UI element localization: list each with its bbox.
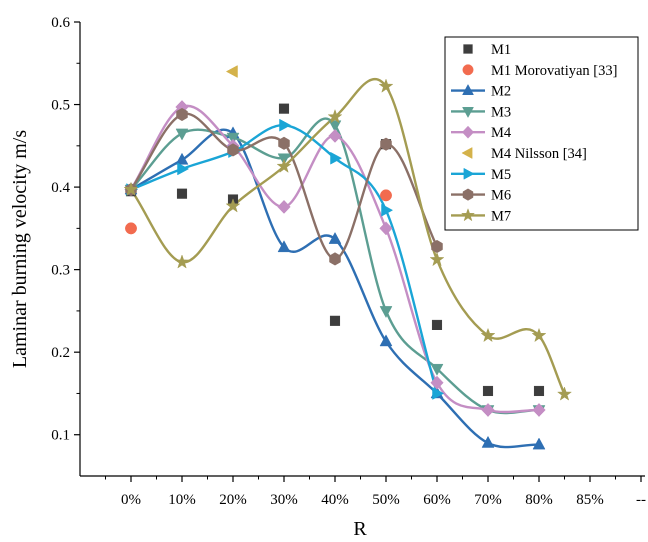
point-m1-morovatiyan-33 <box>125 222 137 235</box>
point-m4 <box>328 128 342 143</box>
point-m1 <box>278 103 290 114</box>
legend-marker-m4-nilsson-34 <box>461 147 473 159</box>
legend-label-m4: M4 <box>491 125 512 141</box>
legend-marker-m4 <box>461 125 475 139</box>
point-m1 <box>431 319 443 330</box>
series-markers <box>123 65 573 450</box>
point-m7 <box>276 158 292 173</box>
point-m4 <box>277 199 291 214</box>
y-tick-label: 0.6 <box>51 15 70 31</box>
x-tick-label: 10% <box>168 492 196 508</box>
point-m6 <box>380 137 392 151</box>
x-tick-label: 85% <box>576 492 604 508</box>
point-m5 <box>279 118 292 132</box>
x-axis: 0% 10% 20% 30% 40% 50% 60% 70% 80% 85% -- <box>105 476 646 508</box>
point-m2 <box>328 231 342 244</box>
point-m7 <box>556 386 573 401</box>
point-m1 <box>176 188 188 199</box>
x-tick-label: 70% <box>474 492 502 508</box>
y-axis-title: Laminar burning velocity m/s <box>9 130 31 368</box>
legend-box <box>444 36 639 231</box>
legend-label-m5: M5 <box>491 167 511 183</box>
point-m3 <box>175 128 189 141</box>
point-m3 <box>379 306 393 319</box>
x-tick-label: 20% <box>219 492 247 508</box>
legend-marker-m6 <box>462 188 474 201</box>
legend-marker-m7 <box>460 208 476 222</box>
y-tick-label: 0.4 <box>51 180 70 196</box>
y-tick-label: 0.1 <box>51 428 70 444</box>
point-m7 <box>123 181 139 197</box>
legend: M1 M1 Morovatiyan [33] M2 M3 M4 M4 Nilsson [3… <box>444 36 639 231</box>
point-m1-morovatiyan-33 <box>380 189 392 202</box>
x-tick-label: 40% <box>321 492 349 508</box>
x-tick-label: 80% <box>525 492 553 508</box>
legend-marker-m2 <box>462 84 474 95</box>
legend-marker-m5 <box>463 167 475 180</box>
point-m4-nilsson-34 <box>225 65 238 78</box>
x-tick-label: -- <box>636 492 646 508</box>
plot-frame <box>79 22 645 477</box>
point-m6 <box>329 252 341 266</box>
series-curve-m7 <box>129 77 566 396</box>
point-m7 <box>174 254 190 269</box>
point-m7 <box>429 251 445 267</box>
y-tick-label: 0.3 <box>51 263 70 279</box>
x-tick-label: 50% <box>372 492 400 508</box>
legend-label-m2: M2 <box>491 84 511 100</box>
y-axis: 0.1 0.2 0.3 0.4 0.5 0.6 <box>51 15 80 444</box>
x-tick-label: 0% <box>121 492 141 508</box>
point-m6 <box>431 239 443 254</box>
point-m7 <box>531 327 547 343</box>
legend-marker-m1 <box>463 44 473 54</box>
point-m6 <box>278 136 290 150</box>
point-m1 <box>482 385 494 397</box>
point-m2 <box>379 334 393 347</box>
legend-label-m7: M7 <box>491 208 511 224</box>
point-m7 <box>225 198 241 213</box>
point-m2 <box>481 435 495 448</box>
legend-label-m4-nilsson-34: M4 Nilsson [34] <box>491 146 587 162</box>
legend-marker-m1-morovatiyan-33 <box>462 64 474 76</box>
legend-marker-m3 <box>462 107 474 118</box>
point-m2 <box>532 437 546 450</box>
x-tick-label: 60% <box>423 492 451 508</box>
point-m6 <box>227 143 239 157</box>
point-m4 <box>379 221 393 236</box>
point-m5 <box>381 203 394 217</box>
point-m5 <box>432 387 445 400</box>
point-m7 <box>480 327 496 343</box>
point-m1 <box>533 385 545 397</box>
point-m3 <box>328 120 342 133</box>
x-axis-title: R <box>353 518 367 540</box>
point-m5 <box>330 151 343 165</box>
point-m2 <box>175 152 189 165</box>
point-m3 <box>226 132 240 145</box>
legend-label-m1: M1 <box>491 42 511 58</box>
y-tick-label: 0.2 <box>51 345 70 361</box>
legend-label-m3: M3 <box>491 104 511 120</box>
y-tick-label: 0.5 <box>51 98 70 114</box>
point-m5 <box>177 162 190 176</box>
point-m6 <box>176 107 188 122</box>
point-m4 <box>430 375 444 390</box>
point-m3 <box>430 363 444 376</box>
point-m1 <box>329 315 341 326</box>
legend-label-m6: M6 <box>491 188 511 204</box>
x-tick-label: 30% <box>270 492 298 508</box>
point-m2 <box>277 240 291 253</box>
point-m7 <box>378 78 394 93</box>
point-m4 <box>532 403 546 417</box>
point-m4 <box>481 403 495 417</box>
point-m7 <box>327 108 343 124</box>
legend-label-m1-morovatiyan-33: M1 Morovatiyan [33] <box>491 63 617 79</box>
